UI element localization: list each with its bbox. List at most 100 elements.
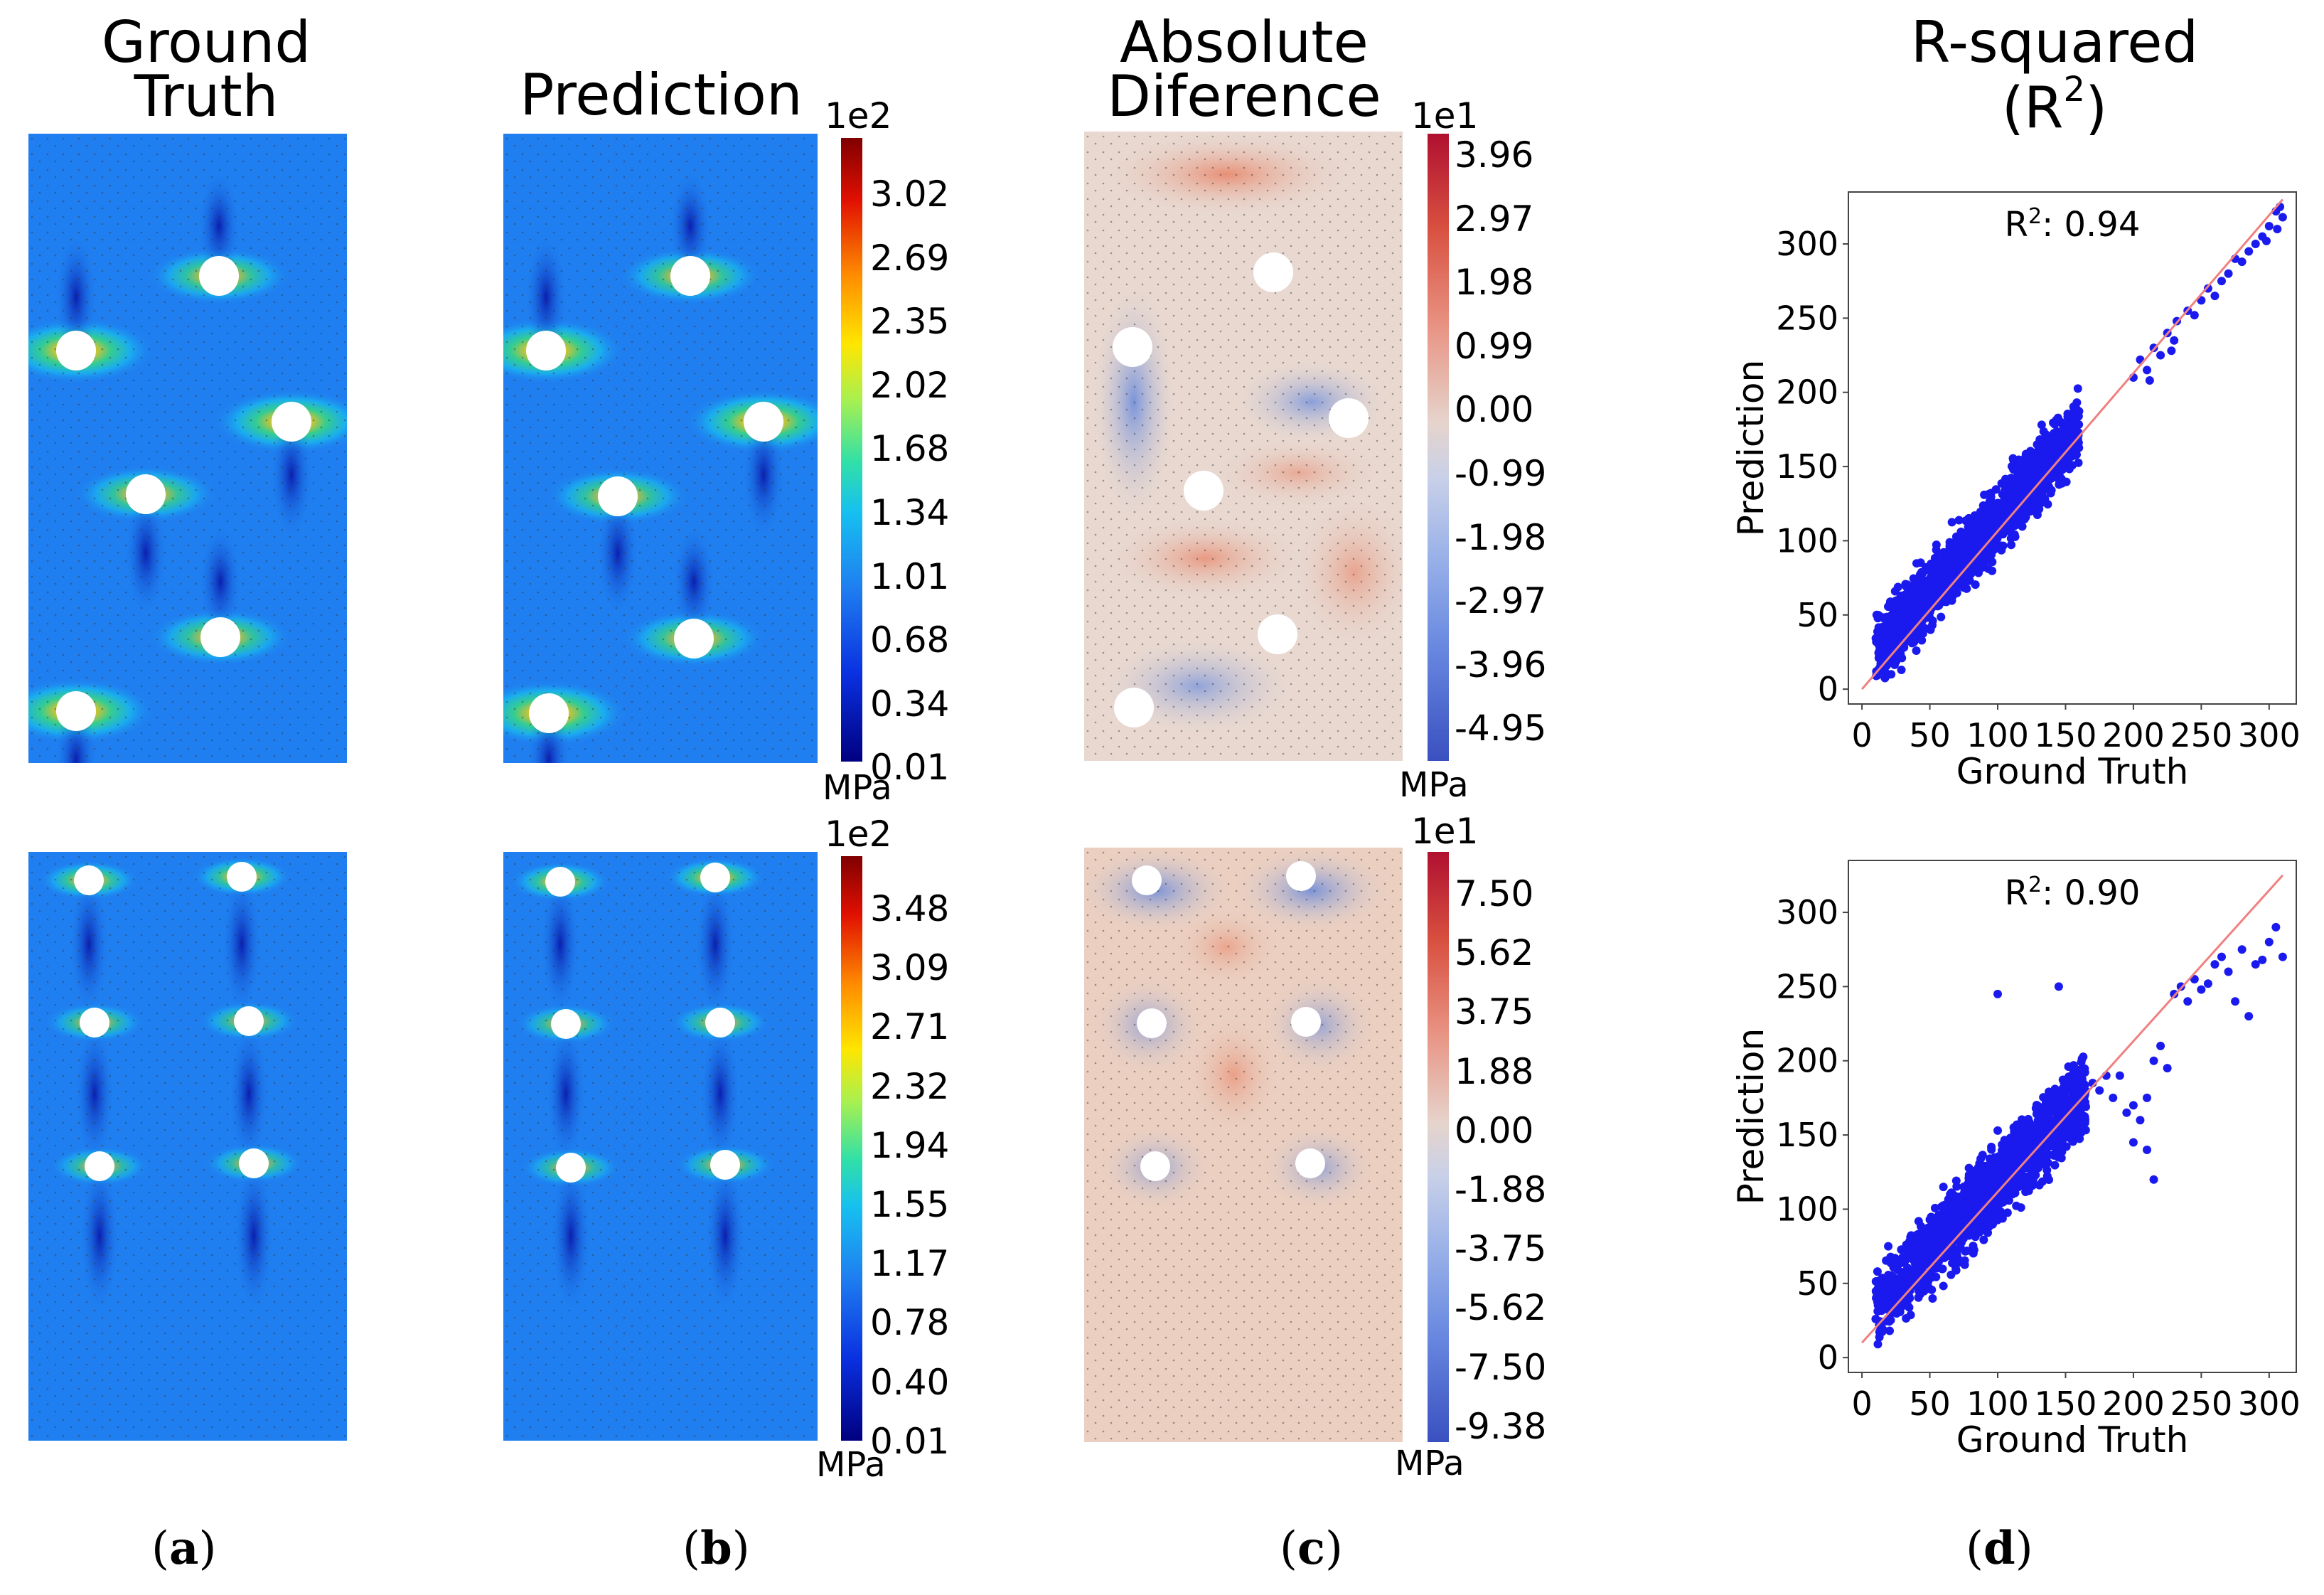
header-r-squared-line2: (R2) <box>1841 70 2268 137</box>
scatter-point <box>1887 1279 1896 1288</box>
scatter-point <box>2018 1115 2027 1124</box>
scatter-point <box>1945 585 1954 594</box>
scatter-point <box>2022 458 2031 467</box>
scatter-point <box>1873 627 1882 636</box>
scatter-point <box>2149 1175 2158 1184</box>
scatter-point <box>1906 1311 1915 1320</box>
scatter-point <box>1986 1220 1995 1229</box>
scatter-point <box>2167 346 2176 356</box>
scatter-point <box>2033 1152 2042 1161</box>
scatter-point <box>1872 610 1881 619</box>
scatter-point <box>1924 1272 1933 1281</box>
scatter-point <box>2050 1161 2060 1170</box>
scatter-point <box>1927 1242 1937 1251</box>
scatter-point <box>1993 1126 2003 1135</box>
scatter-point <box>2065 464 2074 474</box>
colorbar-diff-top-tick-label: -0.99 <box>1455 453 1547 494</box>
scatter-point <box>1893 1265 1902 1274</box>
scatter-point <box>2020 505 2030 514</box>
scatter-point <box>2040 1113 2049 1122</box>
scatter-point <box>1917 567 1926 577</box>
scatter-point <box>2035 475 2045 484</box>
scatter-point <box>2003 1208 2012 1217</box>
colorbar-stress-bottom-tick-label: 1.94 <box>870 1124 950 1166</box>
scatter-point <box>1954 565 1964 575</box>
scatter-point <box>1932 565 1942 575</box>
scatter-point <box>2028 1142 2037 1151</box>
header-ground-truth: Ground Truth <box>28 9 384 125</box>
scatter-point <box>2041 1158 2050 1168</box>
scatter-point <box>1927 559 1936 568</box>
scatter-point <box>1909 1248 1918 1257</box>
scatter-plot-top: R2: 0.940 50 100 150 200 250 30005010015020025… <box>1730 191 2301 792</box>
scatter-point <box>1978 1166 1988 1175</box>
colorbar-diff-bottom-exponent: 1e1 <box>1411 811 1479 852</box>
panel-label-b-letter: b <box>700 1522 732 1575</box>
scatter-point <box>1985 548 1994 557</box>
scatter-point <box>1988 540 1997 550</box>
panel-label-b: (b) <box>682 1522 750 1575</box>
scatter-point <box>1889 631 1898 641</box>
fit-line <box>1860 874 2284 1344</box>
scatter-point <box>1937 1210 1947 1220</box>
header-absolute-difference-line1: Absolute <box>1120 9 1369 75</box>
y-axis-label: Prediction <box>1730 1028 1772 1205</box>
scatter-point <box>2203 284 2212 293</box>
scatter-point <box>2007 540 2016 550</box>
scatter-point <box>2156 1041 2165 1050</box>
scatter-point <box>2095 1086 2104 1095</box>
colorbar-diff-top-tick-label: 1.98 <box>1455 262 1534 304</box>
scatter-point <box>1895 628 1905 637</box>
scatter-point <box>1954 516 1964 525</box>
scatter-point <box>1985 1185 1994 1195</box>
scatter-point <box>1893 582 1902 592</box>
scatter-point <box>2224 269 2233 278</box>
field-ground-truth-top <box>28 134 347 763</box>
scatter-point <box>2262 236 2271 245</box>
scatter-point <box>1916 558 1925 567</box>
scatter-point <box>1912 1230 1922 1239</box>
y-tick-label: 300 <box>1776 225 1838 263</box>
colorbar-diff-top-tick-label: -4.95 <box>1455 708 1547 750</box>
scatter-point <box>2074 458 2083 467</box>
scatter-point <box>1939 1183 1948 1192</box>
scatter-point <box>1875 1333 1884 1342</box>
scatter-point <box>2017 1172 2026 1181</box>
scatter-point <box>1947 1245 1956 1254</box>
scatter-point <box>2058 1085 2067 1094</box>
scatter-point <box>1993 989 2002 998</box>
colorbar-stress-bottom-tick-label: 2.32 <box>870 1065 950 1107</box>
header-absolute-difference: Absolute Diference <box>1066 9 1422 125</box>
scatter-point <box>2047 471 2056 480</box>
scatter-point <box>1944 577 1953 587</box>
scatter-point <box>1902 580 1912 590</box>
scatter-point <box>2143 1093 2151 1102</box>
colorbar-diff-top-tick-label: 0.99 <box>1455 325 1534 367</box>
colorbar-stress-bottom-bar <box>841 856 862 1441</box>
scatter-point <box>1884 1242 1893 1251</box>
scatter-point <box>1937 612 1946 622</box>
scatter-point <box>2007 462 2016 471</box>
scatter-point <box>2109 1093 2118 1102</box>
scatter-point <box>2003 1142 2013 1151</box>
panel-label-d-open: ( <box>1966 1522 1983 1575</box>
scatter-point <box>1885 1326 1894 1335</box>
x-tick-label: 200 <box>2102 1385 2165 1423</box>
header-r-squared-sup: 2 <box>2063 70 2086 110</box>
colorbar-stress-top-tick-label: 1.34 <box>870 492 950 533</box>
header-ground-truth-line1: Ground <box>101 9 311 75</box>
scatter-point <box>2170 336 2179 345</box>
scatter-point <box>1985 1194 1994 1203</box>
scatter-point <box>1952 1182 1961 1191</box>
scatter-point <box>1980 509 1989 518</box>
colorbar-diff-bottom-tick-label: -7.50 <box>1455 1346 1547 1388</box>
scatter-point <box>1987 1142 1996 1151</box>
scatter-point <box>2024 1132 2033 1141</box>
scatter-point <box>2054 982 2063 991</box>
scatter-point <box>1972 1220 1981 1229</box>
scatter-point <box>2051 1094 2060 1103</box>
panel-label-d-close: ) <box>2015 1522 2033 1575</box>
scatter-point <box>2251 240 2260 249</box>
scatter-point <box>1899 614 1908 623</box>
header-r-squared-open: (R <box>2001 75 2064 142</box>
